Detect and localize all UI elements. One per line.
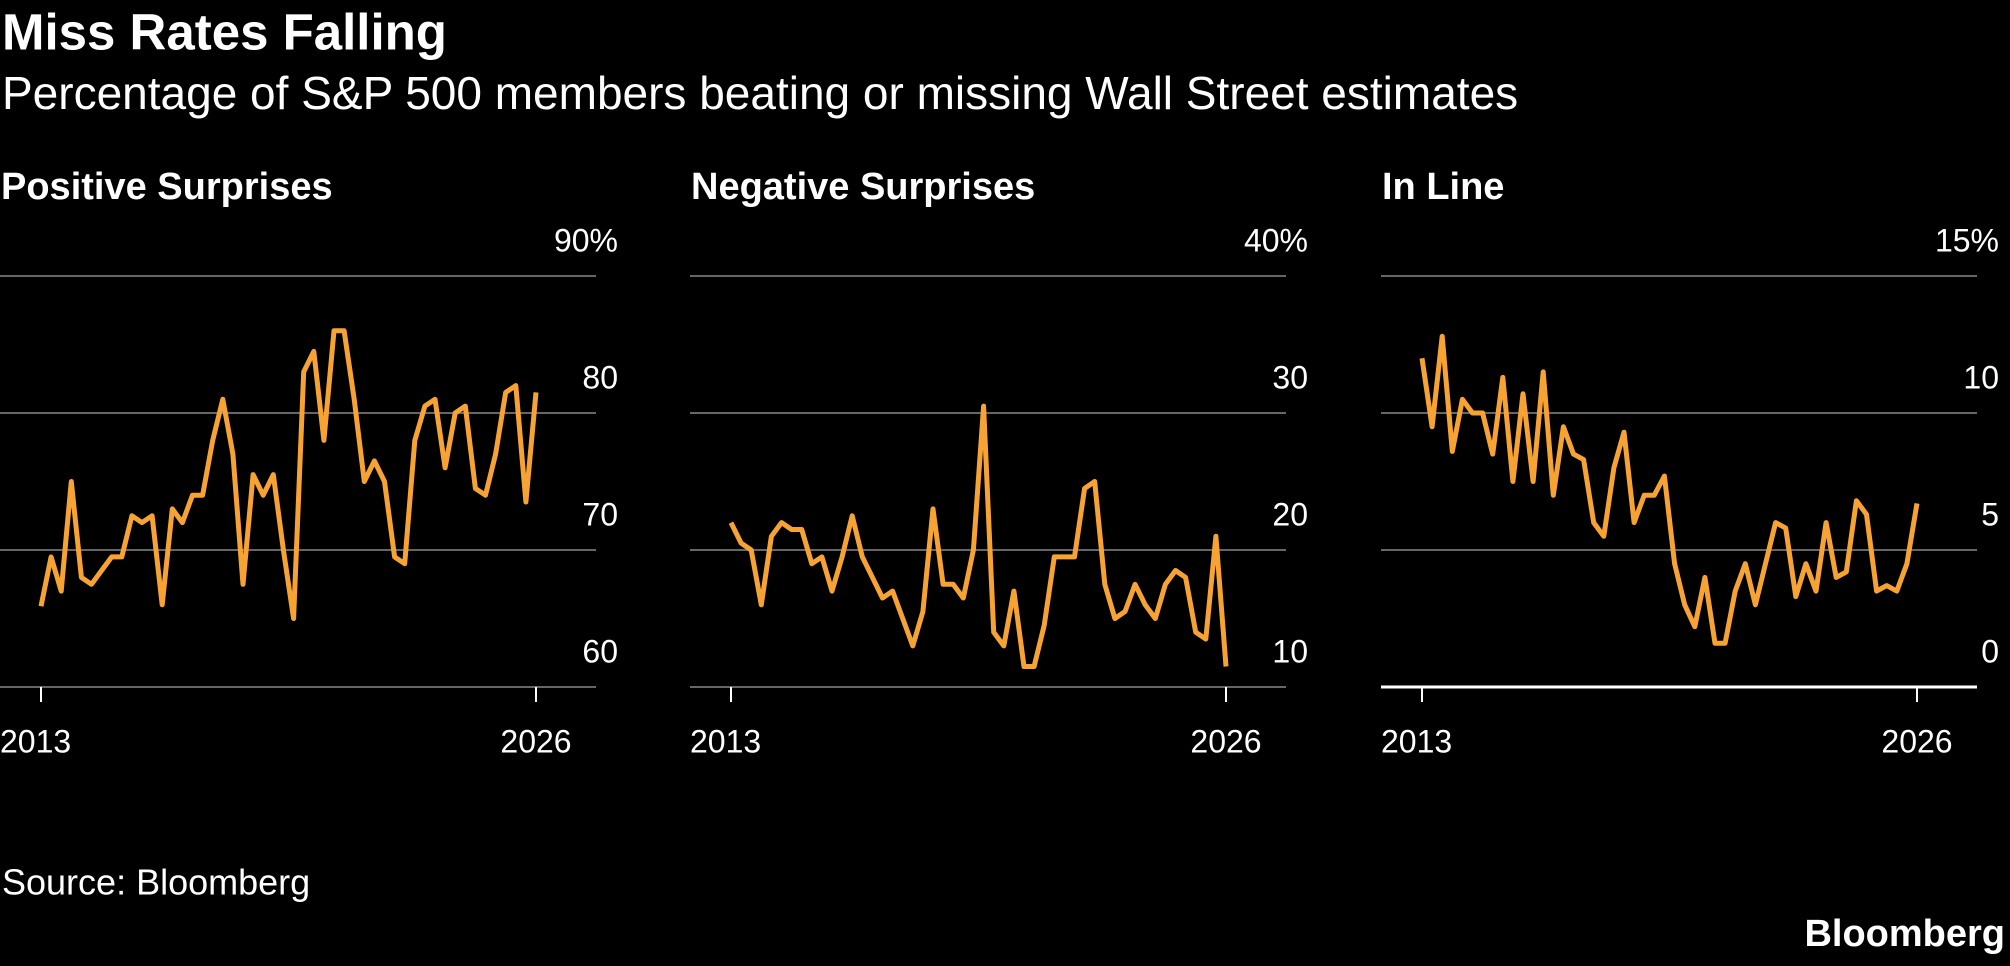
title: Miss Rates Falling xyxy=(2,3,447,60)
series-line xyxy=(728,403,1229,669)
series-line xyxy=(38,328,539,621)
y-tick-label: 15% xyxy=(1935,222,1999,258)
y-tick-label: 20 xyxy=(1272,496,1308,532)
source: Source: Bloomberg xyxy=(2,862,310,903)
x-tick-label: 2026 xyxy=(1190,723,1261,759)
x-tick-label: 2026 xyxy=(1881,723,1952,759)
y-tick-label: 30 xyxy=(1272,359,1308,395)
x-tick-label: 2013 xyxy=(1381,723,1452,759)
y-tick-label: 0 xyxy=(1981,633,1999,669)
y-tick-label: 10 xyxy=(1272,633,1308,669)
y-tick-label: 60 xyxy=(582,633,618,669)
panel-title: Negative Surprises xyxy=(691,166,1035,208)
y-tick-label: 90% xyxy=(554,222,618,258)
y-tick-label: 80 xyxy=(582,359,618,395)
subtitle: Percentage of S&P 500 members beating or… xyxy=(2,67,1518,119)
panel-title: In Line xyxy=(1382,166,1504,208)
y-tick-label: 10 xyxy=(1963,359,1999,395)
y-tick-label: 40% xyxy=(1244,222,1308,258)
x-tick-label: 2013 xyxy=(690,723,761,759)
y-tick-label: 5 xyxy=(1981,496,1999,532)
panel-title: Positive Surprises xyxy=(1,166,333,208)
x-tick-label: 2026 xyxy=(500,723,571,759)
brand: Bloomberg xyxy=(1804,913,2005,955)
series-line xyxy=(1419,333,1920,646)
y-tick-label: 70 xyxy=(582,496,618,532)
x-tick-label: 2013 xyxy=(0,723,71,759)
